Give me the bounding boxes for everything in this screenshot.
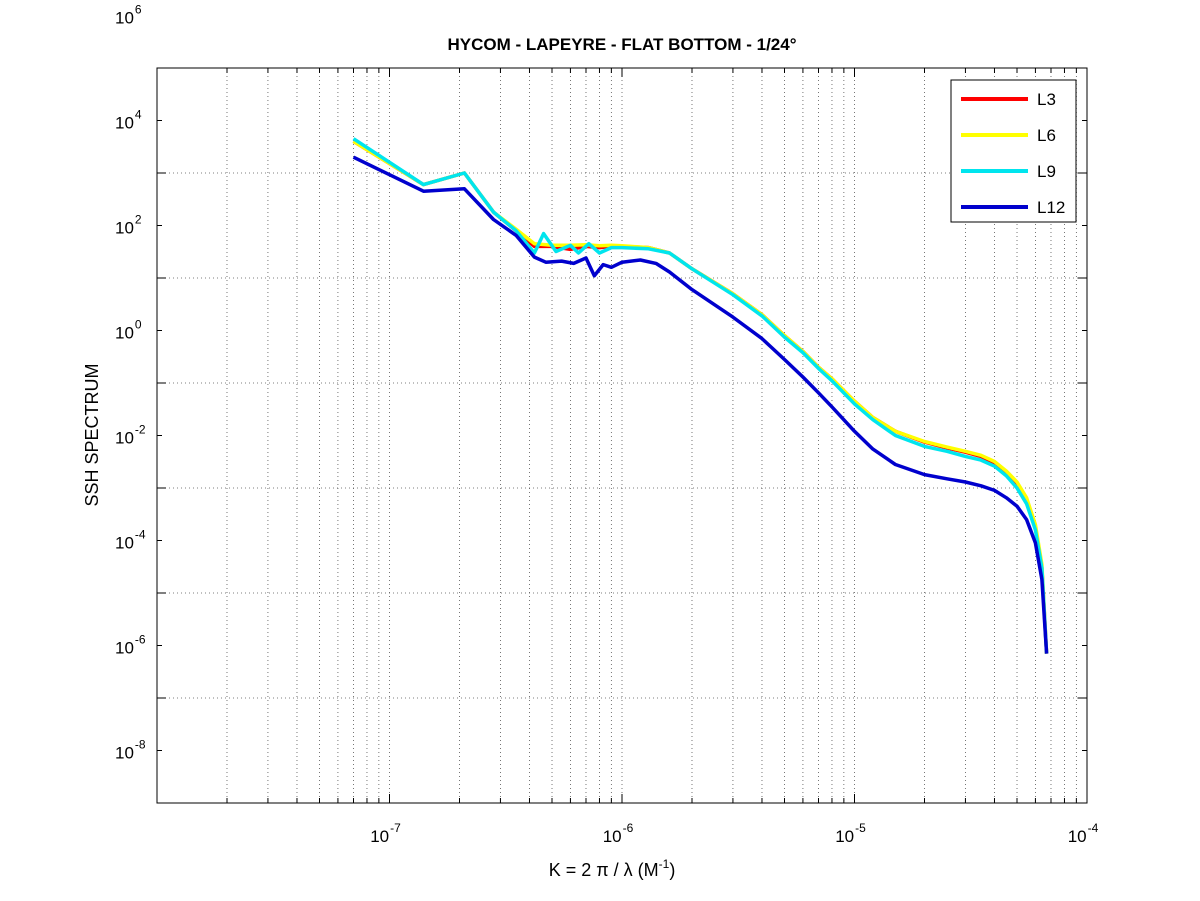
y-tick-label: 102: [115, 213, 142, 238]
y-axis-label: SSH SPECTRUM: [82, 363, 102, 506]
x-tick-label: 10-7: [370, 821, 401, 846]
legend: L3 L6 L9 L12: [950, 79, 1077, 223]
y-tick-label: 10-6: [115, 633, 146, 658]
grid: [157, 68, 1087, 803]
y-tick-labels: 10-8 10-6 10-4 10-2 100 102 104 106: [115, 3, 146, 763]
x-axis-label-tail: ): [669, 860, 675, 880]
y-tick-label: 100: [115, 318, 142, 343]
ticks: [156, 67, 1087, 804]
x-tick-label: 10-5: [835, 821, 866, 846]
x-axis-label-main: K = 2 π / λ (M: [549, 860, 659, 880]
series-line-l9: [352, 137, 1049, 654]
series-line-l12: [352, 155, 1049, 654]
legend-label-l6: L6: [1037, 126, 1056, 145]
legend-label-l12: L12: [1037, 198, 1065, 217]
y-tick-label: 10-8: [115, 738, 146, 763]
x-tick-labels: 10-710-610-510-410-3: [370, 821, 1099, 846]
x-tick-label: 10-6: [603, 821, 634, 846]
x-axis-label-sup: -1: [659, 857, 670, 871]
x-tick-label: 10-4: [1068, 821, 1099, 846]
y-tick-label: 10-4: [115, 528, 146, 553]
x-axis-label: K = 2 π / λ (M-1): [549, 857, 676, 880]
y-tick-label: 104: [115, 108, 142, 133]
legend-label-l3: L3: [1037, 90, 1056, 109]
series-group: [352, 137, 1049, 654]
chart-title: HYCOM - LAPEYRE - FLAT BOTTOM - 1/24°: [447, 35, 796, 54]
y-tick-label: 106: [115, 3, 142, 28]
legend-label-l9: L9: [1037, 162, 1056, 181]
y-tick-label: 10-2: [115, 423, 146, 448]
legend-box: [950, 79, 1077, 223]
